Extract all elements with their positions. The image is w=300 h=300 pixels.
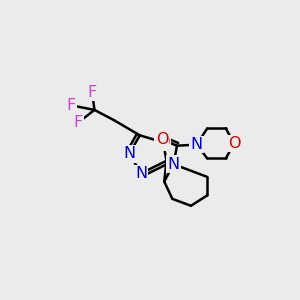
Text: N: N bbox=[123, 146, 135, 161]
Text: F: F bbox=[88, 85, 97, 100]
Text: N: N bbox=[167, 157, 180, 172]
Text: O: O bbox=[156, 132, 168, 147]
Text: N: N bbox=[135, 166, 147, 181]
Text: O: O bbox=[157, 135, 169, 150]
Text: O: O bbox=[228, 136, 240, 151]
Text: F: F bbox=[67, 98, 76, 113]
Text: F: F bbox=[74, 115, 83, 130]
Text: N: N bbox=[191, 137, 203, 152]
